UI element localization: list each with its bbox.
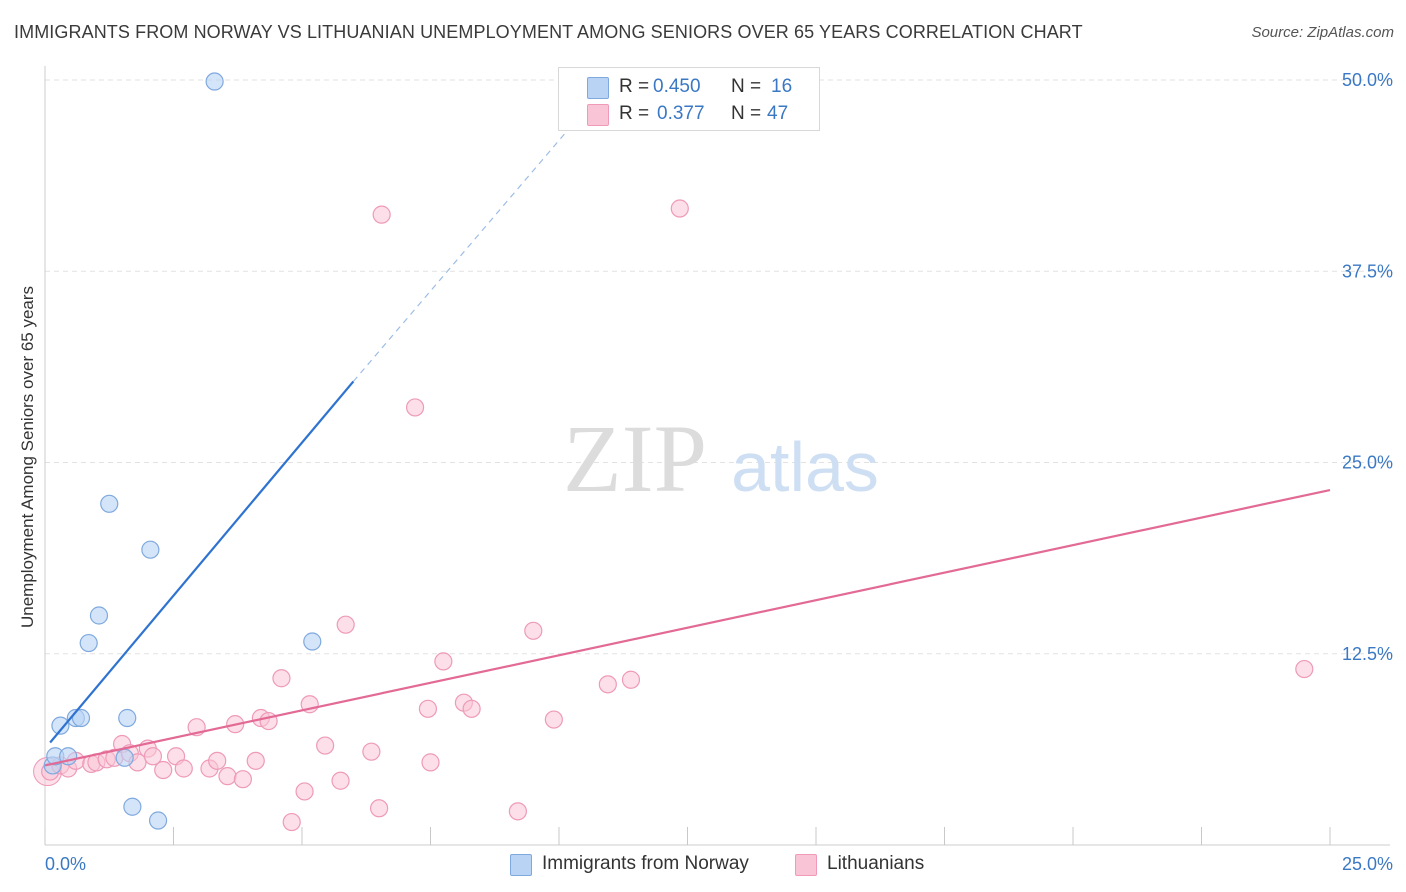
lithuanians-point bbox=[434, 652, 453, 671]
lithuanians-point bbox=[418, 699, 438, 718]
watermark-zip: ZIP bbox=[563, 405, 707, 512]
lithuanians-point bbox=[524, 621, 543, 640]
norway-trend-extension bbox=[352, 91, 601, 382]
lithuanians-point bbox=[331, 771, 350, 790]
lithuanians-point bbox=[233, 770, 252, 789]
lithuanians-points bbox=[33, 199, 1314, 832]
norway-point bbox=[115, 748, 134, 767]
y-tick-labels: 12.5% 25.0% 37.5% 50.0% bbox=[1342, 70, 1393, 664]
lithuanians-point bbox=[670, 199, 689, 218]
lithuanians-point bbox=[508, 802, 527, 821]
legend-label-norway: Immigrants from Norway bbox=[542, 853, 749, 874]
norway-swatch bbox=[587, 77, 609, 99]
lithuanians-point bbox=[598, 675, 617, 694]
correlation-legend: R = 0.450 N = 16 R = 0.377 N = 47 bbox=[558, 67, 820, 131]
norway-points bbox=[43, 72, 322, 830]
y-tick-label: 12.5% bbox=[1342, 644, 1393, 664]
norway-point bbox=[89, 606, 109, 625]
norway-point bbox=[100, 494, 119, 513]
lithuanians-point bbox=[370, 799, 389, 818]
lithuanians-point bbox=[621, 670, 641, 689]
y-tick-label: 37.5% bbox=[1342, 261, 1393, 281]
n-value: 16 bbox=[771, 76, 793, 97]
lithuanians-point bbox=[295, 782, 314, 801]
lithuanians-point bbox=[405, 398, 425, 417]
y-tick-label: 50.0% bbox=[1342, 70, 1393, 90]
r-value: 0.450 bbox=[653, 76, 701, 97]
legend-item-norway: Immigrants from Norway bbox=[510, 852, 770, 876]
lithuanians-point bbox=[1295, 659, 1314, 679]
norway-trend-line bbox=[49, 380, 355, 744]
lithuanians-swatch bbox=[587, 104, 609, 126]
x-tick-label-min: 0.0% bbox=[45, 854, 86, 874]
norway-point bbox=[123, 797, 142, 816]
norway-point bbox=[79, 633, 98, 653]
norway-point bbox=[71, 708, 91, 728]
r-label: R = bbox=[619, 103, 650, 124]
lithuanians-point bbox=[421, 753, 440, 772]
chart-title: IMMIGRANTS FROM NORWAY VS LITHUANIAN UNE… bbox=[14, 22, 1083, 42]
source-credit: Source: ZipAtlas.com bbox=[1251, 24, 1394, 41]
legend-item-lithuanians: Lithuanians bbox=[795, 852, 955, 876]
norway-swatch bbox=[510, 854, 532, 876]
lithuanians-point bbox=[208, 751, 227, 770]
legend-row-norway: R = 0.450 N = 16 bbox=[559, 74, 819, 100]
grid-lines bbox=[45, 79, 1390, 655]
x-tick-label-max: 25.0% bbox=[1342, 854, 1393, 874]
lithuanians-point bbox=[462, 699, 481, 718]
lithuanians-point bbox=[218, 767, 237, 786]
lithuanians-point bbox=[282, 812, 301, 832]
norway-point bbox=[148, 811, 168, 830]
norway-point bbox=[51, 716, 70, 735]
norway-point bbox=[205, 72, 224, 91]
lithuanians-point bbox=[259, 711, 278, 731]
r-label: R = bbox=[619, 76, 650, 97]
norway-point bbox=[303, 632, 322, 651]
y-tick-label: 25.0% bbox=[1342, 453, 1393, 473]
lithuanians-point bbox=[174, 759, 193, 778]
lithuanians-point bbox=[316, 736, 335, 755]
n-label: N = bbox=[731, 76, 762, 97]
legend-row-lithuanians: R = 0.377 N = 47 bbox=[559, 101, 819, 127]
trend-lines bbox=[44, 91, 1331, 767]
norway-point bbox=[118, 708, 137, 728]
n-value: 47 bbox=[767, 103, 789, 124]
lithuanians-point bbox=[372, 205, 391, 224]
lithuanians-point bbox=[246, 751, 265, 770]
lithuanians-point bbox=[544, 710, 563, 729]
y-axis-label: Unemployment Among Seniors over 65 years bbox=[18, 286, 37, 628]
legend-label-lithuanians: Lithuanians bbox=[827, 853, 925, 874]
watermark-atlas: atlas bbox=[731, 428, 879, 506]
lithuanians-point bbox=[336, 615, 355, 634]
lithuanians-point bbox=[143, 747, 163, 766]
lithuanians-swatch bbox=[795, 854, 817, 876]
r-value: 0.377 bbox=[657, 103, 705, 124]
n-label: N = bbox=[731, 103, 762, 124]
lithuanians-point bbox=[272, 669, 291, 688]
lithuanians-point bbox=[362, 742, 381, 761]
axes bbox=[44, 66, 1390, 846]
lithuanians-point bbox=[154, 760, 173, 780]
norway-point bbox=[141, 540, 160, 559]
lithuanians-trend-line bbox=[44, 488, 1331, 767]
